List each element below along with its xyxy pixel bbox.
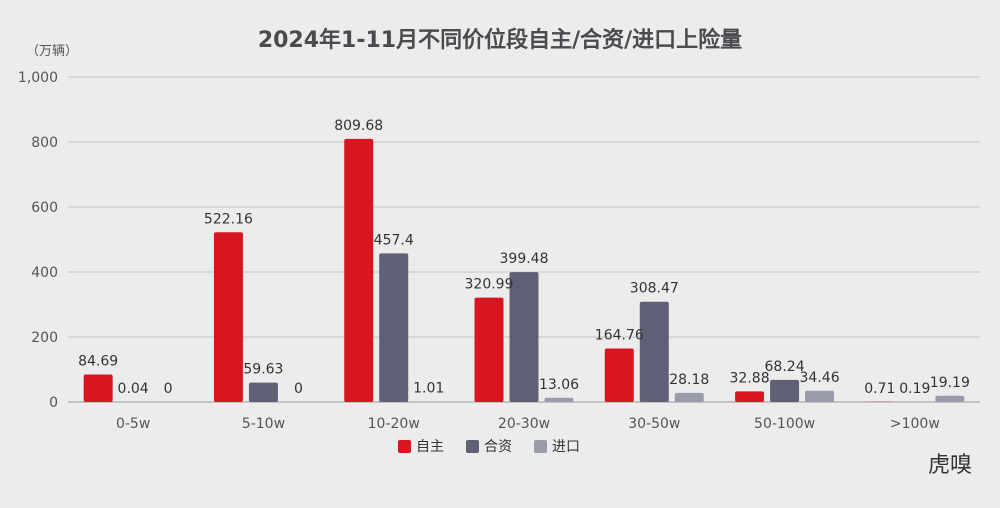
data-label: 0.71: [864, 381, 895, 397]
data-label: 34.46: [800, 370, 840, 386]
data-label: 308.47: [630, 281, 679, 297]
chart-title: 2024年1-11月不同价位段自主/合资/进口上险量: [258, 27, 742, 53]
data-label: 32.88: [730, 370, 770, 386]
legend-swatch: [466, 440, 479, 453]
y-tick-label: 400: [31, 265, 58, 281]
y-tick-label: 0: [49, 395, 58, 411]
data-label: 399.48: [500, 251, 549, 267]
x-axis-categories: 0-5w 5-10w 10-20w 20-30w 30-50w 50-100w >100w: [116, 416, 940, 432]
bar: [83, 374, 113, 402]
bar: [474, 297, 504, 402]
bar: [379, 253, 409, 402]
bar: [674, 392, 704, 402]
data-label: 0: [164, 381, 173, 397]
y-tick-label: 200: [31, 330, 58, 346]
data-label: 457.4: [374, 232, 414, 248]
bar: [770, 379, 800, 402]
data-label: 0.04: [118, 381, 149, 397]
watermark-logo: 虎嗅: [928, 453, 972, 478]
data-labels: 84.690.04 0 522.16 59.63 0 809.68 457.4 1.01 320…: [78, 118, 970, 397]
bar: [604, 348, 634, 402]
data-label: 522.16: [204, 211, 253, 227]
x-tick-label: 0-5w: [116, 416, 150, 432]
legend-label: 合资: [484, 439, 512, 455]
data-label: 28.18: [669, 372, 709, 388]
data-label: 13.06: [539, 377, 579, 393]
bar: [509, 272, 539, 402]
legend: 自主 合资 进口: [398, 439, 580, 455]
bar: [639, 301, 669, 402]
bar: [213, 232, 243, 402]
y-tick-label: 600: [31, 200, 58, 216]
bar: [805, 390, 835, 402]
data-label: 0: [294, 381, 303, 397]
data-label: 320.99: [465, 277, 514, 293]
y-tick-label: 1,000: [18, 70, 58, 86]
x-tick-label: 5-10w: [242, 416, 285, 432]
x-tick-label: 50-100w: [754, 416, 815, 432]
y-axis-unit-label: （万辆）: [26, 44, 78, 59]
legend-swatch: [398, 440, 411, 453]
y-axis-ticks: 0 200 400 600 800 1,000: [18, 70, 58, 411]
data-label: 19.19: [930, 375, 970, 391]
bar: [544, 397, 574, 402]
y-tick-label: 800: [31, 135, 58, 151]
legend-label: 进口: [552, 439, 580, 455]
x-tick-label: 10-20w: [368, 416, 420, 432]
data-label: 68.24: [765, 359, 805, 375]
bar: [344, 138, 374, 402]
x-tick-label: 20-30w: [498, 416, 550, 432]
data-label: 0.19: [899, 381, 930, 397]
bars: [83, 138, 965, 402]
data-label: 1.01: [413, 381, 444, 397]
legend-swatch: [534, 440, 547, 453]
bar: [935, 395, 965, 402]
data-label: 84.69: [78, 353, 118, 369]
x-tick-label: 30-50w: [628, 416, 680, 432]
x-tick-label: >100w: [890, 416, 940, 432]
data-label: 59.63: [243, 362, 283, 378]
data-label: 809.68: [334, 118, 383, 134]
legend-label: 自主: [416, 439, 444, 455]
data-label: 164.76: [595, 327, 644, 343]
bar: [248, 382, 278, 402]
bar: [735, 391, 765, 402]
